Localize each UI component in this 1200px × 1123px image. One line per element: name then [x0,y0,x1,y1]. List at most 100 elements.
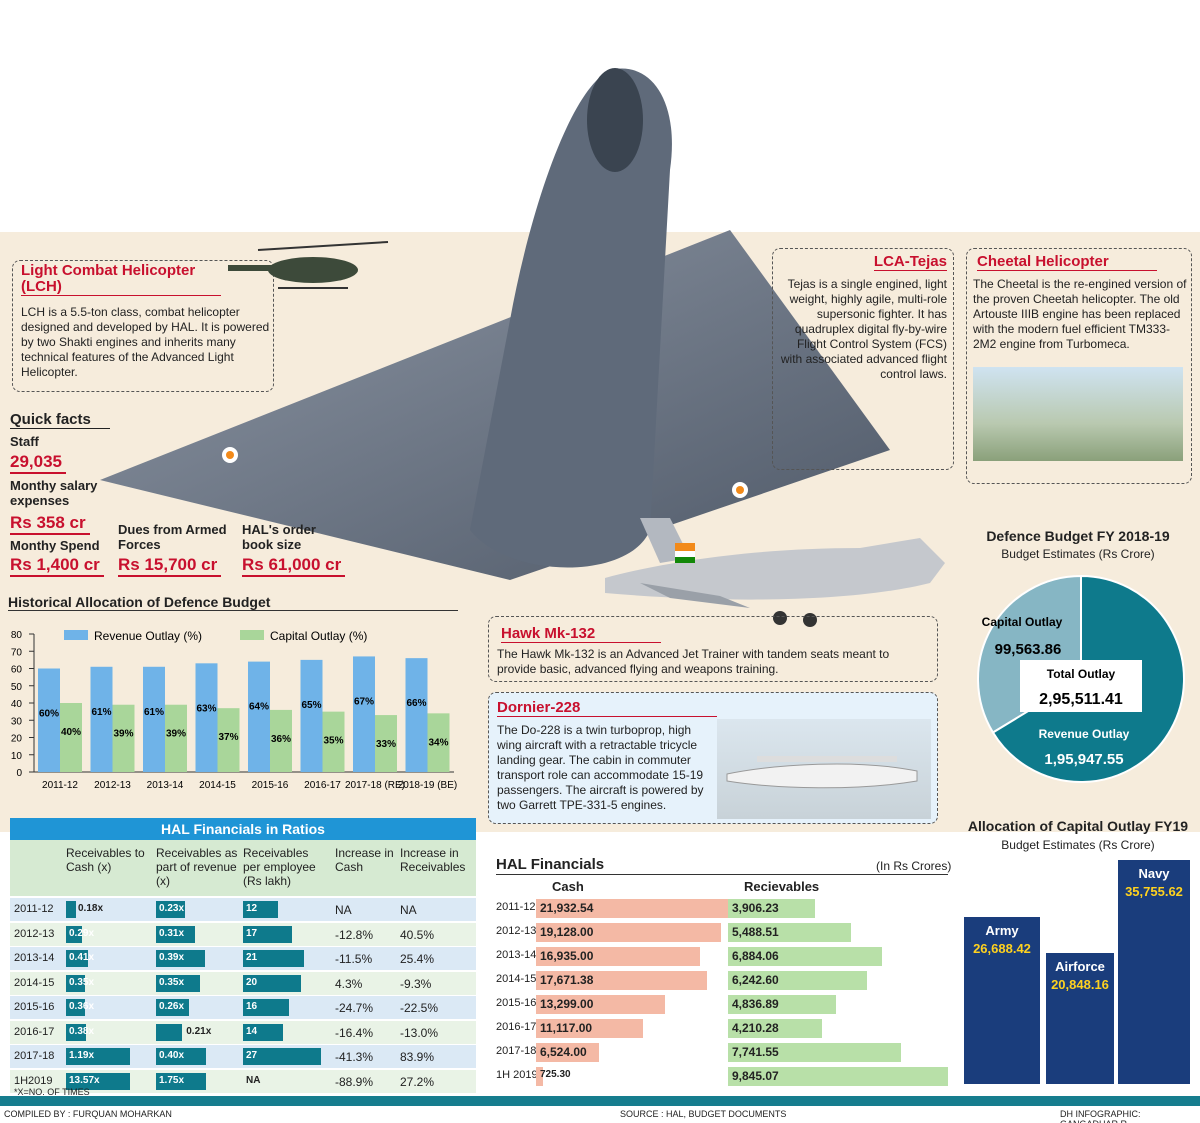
ratios-row: 1H2019 13.57x 1.75x NA -88.9% 27.2% [10,1069,476,1093]
cash-bar [536,971,707,990]
rc-value: 0.41x [69,952,95,963]
cash-value: 16,935.00 [540,949,594,963]
rc-bar [66,925,82,943]
revenue-slice-label: Revenue Outlay [1039,727,1130,741]
rr-value: 0.31x [159,927,185,939]
revenue-bar [90,666,113,772]
x-tick-label: 2017-18 (RE) [345,780,405,791]
receivables-value: 4,210.28 [732,1021,779,1035]
spend-label: Monthy Spend [10,538,100,553]
hal-financials-rows: 2011-12 21,932.54 3,906.23 2012-13 19,128.00… [492,896,952,1088]
capital-data-label: 40% [61,727,81,738]
lch-description: LCH is a 5.5-ton class, combat helicopte… [21,305,270,379]
re-bar [243,950,304,967]
rc-bar [66,1023,87,1041]
rc-bar [66,1072,130,1090]
dornier-description: The Do-228 is a twin turboprop, high win… [497,723,704,812]
rr-bar [156,974,200,992]
y-tick-label: 60 [11,665,23,676]
rr-value: 1.75x [159,1074,185,1086]
capital-bar-army: Army 26,688.42 [964,916,1040,1084]
receivables-value: 7,741.55 [732,1045,779,1059]
dornier-title: Dornier-228 [497,699,717,717]
rr-value: 0.40x [159,1050,185,1061]
receivables-bar [728,923,851,942]
hawk-title: Hawk Mk-132 [501,625,661,643]
cash-bar [536,1067,543,1086]
fin-year: 2017-18 [496,1045,537,1057]
re-bar [243,1023,284,1041]
dues-label: Dues from Armed Forces [118,522,227,552]
rr-bar [156,950,205,967]
dornier-photo [717,719,931,819]
cash-value: 725.30 [540,1069,571,1080]
capital-bar-value: 26,688.42 [973,940,1031,956]
cash-bar [536,1043,600,1062]
rc-bar [66,950,89,967]
tejas-description: Tejas is a single engined, light weight,… [780,277,947,381]
footer-source: SOURCE : HAL, BUDGET DOCUMENTS [620,1109,787,1119]
ratios-year: 2012-13 [14,927,55,940]
capital-bar [322,711,345,772]
defence-budget-subtitle: Budget Estimates (Rs Crore) [1001,547,1155,561]
cash-value: 13,299.00 [540,997,594,1011]
ratios-year: 1H2019 [14,1074,53,1087]
hal-financials-rule [496,874,948,875]
y-tick-label: 70 [11,647,23,658]
receivables-bar [728,971,868,990]
cash-bar [536,923,721,942]
revenue-bar [300,659,323,772]
revenue-data-label: 61% [91,707,111,718]
increase-receivables: 83.9% [400,1050,435,1064]
capital-data-label: 36% [271,734,291,745]
hawk-jet-illustration [605,518,945,627]
ratios-footnote: *X=NO. OF TIMES [14,1087,90,1097]
re-bar [243,1048,321,1065]
legend-label-capital: Capital Outlay (%) [270,629,367,643]
re-value: 17 [246,927,258,939]
revenue-data-label: 63% [196,703,216,714]
increase-cash: NA [335,903,352,917]
revenue-bar [195,663,218,772]
re-bar [243,999,290,1016]
receivables-value: 9,845.07 [732,1069,779,1083]
revenue-bar [248,661,270,772]
capital-bar [112,704,135,772]
capital-bar-airforce: Airforce 20,848.16 [1046,953,1114,1084]
staff-value: 29,035 [10,452,66,474]
re-value: NA [246,1074,261,1086]
defence-budget-pie: Capital Outlay 99,563.86 Total Outlay 2,95,… [977,574,1185,783]
footer-compiled: COMPILED BY : FURQUAN MOHARKAN [4,1109,172,1119]
rr-bar [156,1072,206,1090]
cash-value: 17,671.38 [540,973,594,987]
fin-year: 2012-13 [496,925,537,937]
ratios-col-header: Receivables as part of revenue (x) [156,846,238,888]
cash-header: Cash [552,879,584,894]
total-outlay-label: Total Outlay [1047,667,1116,681]
capital-bar [427,713,450,772]
increase-cash: -16.4% [335,1025,374,1040]
y-tick-label: 50 [11,682,23,693]
x-tick-label: 2015-16 [252,780,289,791]
re-value: 14 [246,1025,258,1037]
hawk-description: The Hawk Mk-132 is an Advanced Jet Train… [497,647,890,676]
rc-bar [66,901,76,918]
rr-bar [156,1048,206,1065]
receivables-value: 5,488.51 [732,925,779,939]
tejas-title: LCA-Tejas [873,253,947,271]
cheetal-description: The Cheetal is the re-engined version of… [973,277,1187,351]
increase-cash: -11.5% [335,952,373,966]
tejas-info-box: LCA-Tejas Tejas is a single engined, lig… [772,248,954,470]
hal-financials-title: HAL Financials [496,856,605,873]
rc-value: 0.36x [69,1001,95,1012]
legend-label-revenue: Revenue Outlay (%) [94,629,202,643]
ratios-row: 2012-13 0.29x 0.31x 17 -12.8% 40.5% [10,922,476,946]
hawk-info-box: Hawk Mk-132 The Hawk Mk-132 is an Advanc… [488,616,938,682]
ratios-row: 2013-14 0.41x 0.39x 21 -11.5% 25.4% [10,947,476,970]
legend-swatch-revenue [64,630,88,640]
revenue-slice-value: 1,95,947.55 [1044,751,1123,768]
capital-data-label: 33% [376,739,396,750]
rc-value: 0.35x [69,976,95,988]
capital-bar-name: Airforce [1055,959,1105,975]
ratios-year: 2016-17 [14,1025,55,1038]
